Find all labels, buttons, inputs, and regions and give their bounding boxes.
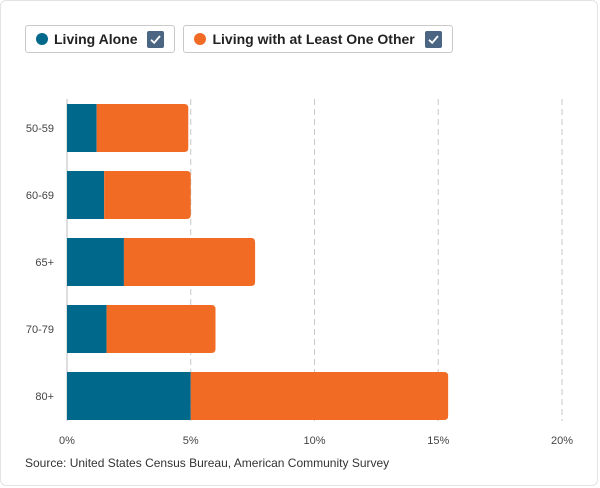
source-note: Source: United States Census Bureau, Ame… <box>25 456 390 470</box>
legend: Living Alone Living with at Least One Ot… <box>25 25 453 53</box>
bar-segment <box>190 372 449 420</box>
checkbox-checked-icon[interactable] <box>424 30 442 48</box>
x-tick-label: 0% <box>59 435 75 447</box>
legend-dot-icon <box>36 33 48 45</box>
bar-segment <box>123 238 256 286</box>
y-category-label: 80+ <box>35 391 54 403</box>
legend-item-living-with-other[interactable]: Living with at Least One Other <box>183 25 453 53</box>
x-tick-label: 15% <box>427 435 449 447</box>
y-category-label: 65+ <box>35 257 54 269</box>
bar-segment <box>106 305 216 353</box>
checkbox-checked-icon[interactable] <box>147 30 165 48</box>
legend-item-living-alone[interactable]: Living Alone <box>25 25 176 53</box>
bar-segment <box>67 104 97 152</box>
legend-dot-icon <box>194 33 207 45</box>
bar-segment <box>67 238 124 286</box>
bar-segment <box>67 305 107 353</box>
y-category-label: 60-69 <box>26 190 54 202</box>
x-tick-label: 5% <box>183 435 199 447</box>
bar-segment <box>67 171 105 219</box>
stacked-bar-chart: 0% 5% 10% 15% 20% 50-59 60-69 65+ 70-79 80+ <box>26 99 573 447</box>
y-category-label: 50-59 <box>26 123 54 135</box>
legend-label: Living with at Least One Other <box>212 31 415 47</box>
x-tick-label: 20% <box>551 435 573 447</box>
bar-segment <box>67 372 191 420</box>
x-tick-label: 10% <box>303 435 325 447</box>
legend-label: Living Alone <box>54 31 138 47</box>
y-category-label: 70-79 <box>26 324 54 336</box>
bar-segment <box>104 171 191 219</box>
bar-segment <box>96 104 189 152</box>
